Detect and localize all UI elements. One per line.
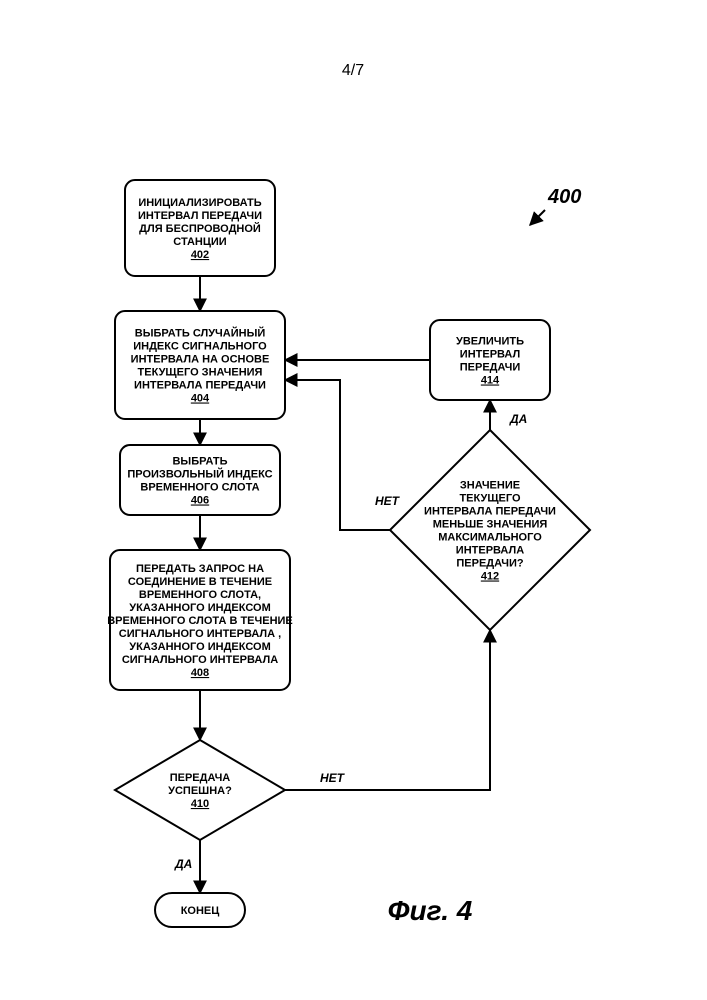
svg-text:ИНИЦИАЛИЗИРОВАТЬ: ИНИЦИАЛИЗИРОВАТЬ: [138, 197, 261, 209]
node-n408: ПЕРЕДАТЬ ЗАПРОС НАСОЕДИНЕНИЕ В ТЕЧЕНИЕВР…: [107, 550, 293, 690]
svg-text:ИНТЕРВАЛА: ИНТЕРВАЛА: [456, 545, 524, 557]
svg-text:ПЕРЕДАЧИ: ПЕРЕДАЧИ: [460, 362, 521, 374]
svg-text:ИНТЕРВАЛА НА ОСНОВЕ: ИНТЕРВАЛА НА ОСНОВЕ: [131, 354, 270, 366]
edge-label-8: НЕТ: [375, 494, 401, 508]
svg-text:ИНТЕРВАЛА ПЕРЕДАЧИ: ИНТЕРВАЛА ПЕРЕДАЧИ: [134, 380, 266, 392]
edge-label-5: НЕТ: [320, 771, 346, 785]
svg-text:ИНДЕКС СИГНАЛЬНОГО: ИНДЕКС СИГНАЛЬНОГО: [133, 341, 267, 353]
node-n404: ВЫБРАТЬ СЛУЧАЙНЫЙИНДЕКС СИГНАЛЬНОГОИНТЕР…: [115, 311, 285, 419]
svg-text:412: 412: [481, 571, 499, 583]
svg-text:ИНТЕРВАЛ ПЕРЕДАЧИ: ИНТЕРВАЛ ПЕРЕДАЧИ: [138, 210, 262, 222]
svg-text:КОНЕЦ: КОНЕЦ: [181, 905, 220, 917]
svg-text:СИГНАЛЬНОГО ИНТЕРВАЛА: СИГНАЛЬНОГО ИНТЕРВАЛА: [122, 654, 278, 666]
svg-text:ИНТЕРВАЛА ПЕРЕДАЧИ: ИНТЕРВАЛА ПЕРЕДАЧИ: [424, 506, 556, 518]
svg-text:ВЫБРАТЬ СЛУЧАЙНЫЙ: ВЫБРАТЬ СЛУЧАЙНЫЙ: [135, 327, 266, 340]
svg-text:ИНТЕРВАЛ: ИНТЕРВАЛ: [460, 349, 520, 361]
svg-text:СИГНАЛЬНОГО ИНТЕРВАЛА ,: СИГНАЛЬНОГО ИНТЕРВАЛА ,: [119, 628, 281, 640]
figure-number-pointer: 400: [530, 186, 581, 225]
svg-text:ЗНАЧЕНИЕ: ЗНАЧЕНИЕ: [460, 480, 520, 492]
flowchart-canvas: 4/7 ДА НЕТ ДА НЕТ ИНИЦИАЛИЗИРОВАТЬИНТЕРВАЛ …: [0, 0, 707, 1000]
edge-label-6: ДА: [509, 412, 527, 426]
node-n410: ПЕРЕДАЧАУСПЕШНА?410: [115, 740, 285, 840]
svg-text:МЕНЬШЕ ЗНАЧЕНИЯ: МЕНЬШЕ ЗНАЧЕНИЯ: [433, 519, 548, 531]
svg-text:ВРЕМЕННОГО СЛОТА В ТЕЧЕНИЕ: ВРЕМЕННОГО СЛОТА В ТЕЧЕНИЕ: [107, 615, 293, 627]
svg-text:ПЕРЕДАТЬ ЗАПРОС НА: ПЕРЕДАТЬ ЗАПРОС НА: [136, 563, 264, 575]
svg-text:ПРОИЗВОЛЬНЫЙ ИНДЕКС: ПРОИЗВОЛЬНЫЙ ИНДЕКС: [127, 468, 272, 481]
svg-text:УСПЕШНА?: УСПЕШНА?: [168, 785, 232, 797]
svg-text:404: 404: [191, 393, 210, 405]
figure-number: 400: [547, 186, 581, 208]
svg-text:ПЕРЕДАЧА: ПЕРЕДАЧА: [170, 772, 231, 784]
svg-text:УВЕЛИЧИТЬ: УВЕЛИЧИТЬ: [456, 336, 524, 348]
svg-text:408: 408: [191, 667, 209, 679]
page-number: 4/7: [342, 62, 364, 79]
node-n402: ИНИЦИАЛИЗИРОВАТЬИНТЕРВАЛ ПЕРЕДАЧИДЛЯ БЕС…: [125, 180, 275, 276]
svg-text:406: 406: [191, 495, 209, 507]
svg-text:ВРЕМЕННОГО СЛОТА,: ВРЕМЕННОГО СЛОТА,: [139, 589, 261, 601]
svg-text:УКАЗАННОГО ИНДЕКСОМ: УКАЗАННОГО ИНДЕКСОМ: [129, 602, 270, 614]
svg-text:УКАЗАННОГО ИНДЕКСОМ: УКАЗАННОГО ИНДЕКСОМ: [129, 641, 270, 653]
svg-text:СТАНЦИИ: СТАНЦИИ: [173, 236, 227, 248]
node-n414: УВЕЛИЧИТЬИНТЕРВАЛПЕРЕДАЧИ414: [430, 320, 550, 400]
nodes-layer: ИНИЦИАЛИЗИРОВАТЬИНТЕРВАЛ ПЕРЕДАЧИДЛЯ БЕС…: [107, 180, 590, 927]
svg-text:МАКСИМАЛЬНОГО: МАКСИМАЛЬНОГО: [438, 532, 542, 544]
figure-label: Фиг. 4: [388, 895, 473, 926]
svg-text:ДЛЯ БЕСПРОВОДНОЙ: ДЛЯ БЕСПРОВОДНОЙ: [139, 222, 261, 235]
svg-text:402: 402: [191, 249, 209, 261]
node-end: КОНЕЦ: [155, 893, 245, 927]
svg-text:ТЕКУЩЕГО: ТЕКУЩЕГО: [459, 493, 521, 505]
svg-text:410: 410: [191, 798, 209, 810]
node-n406: ВЫБРАТЬПРОИЗВОЛЬНЫЙ ИНДЕКСВРЕМЕННОГО СЛО…: [120, 445, 280, 515]
svg-text:СОЕДИНЕНИЕ В ТЕЧЕНИЕ: СОЕДИНЕНИЕ В ТЕЧЕНИЕ: [128, 576, 272, 588]
svg-text:ВРЕМЕННОГО СЛОТА: ВРЕМЕННОГО СЛОТА: [140, 482, 259, 494]
svg-text:ТЕКУЩЕГО ЗНАЧЕНИЯ: ТЕКУЩЕГО ЗНАЧЕНИЯ: [138, 367, 263, 379]
edge-5: [285, 630, 490, 790]
svg-text:414: 414: [481, 375, 500, 387]
svg-text:ПЕРЕДАЧИ?: ПЕРЕДАЧИ?: [456, 558, 523, 570]
svg-text:ВЫБРАТЬ: ВЫБРАТЬ: [172, 456, 227, 468]
edge-label-4: ДА: [174, 857, 192, 871]
node-n412: ЗНАЧЕНИЕТЕКУЩЕГОИНТЕРВАЛА ПЕРЕДАЧИМЕНЬШЕ…: [390, 430, 590, 630]
